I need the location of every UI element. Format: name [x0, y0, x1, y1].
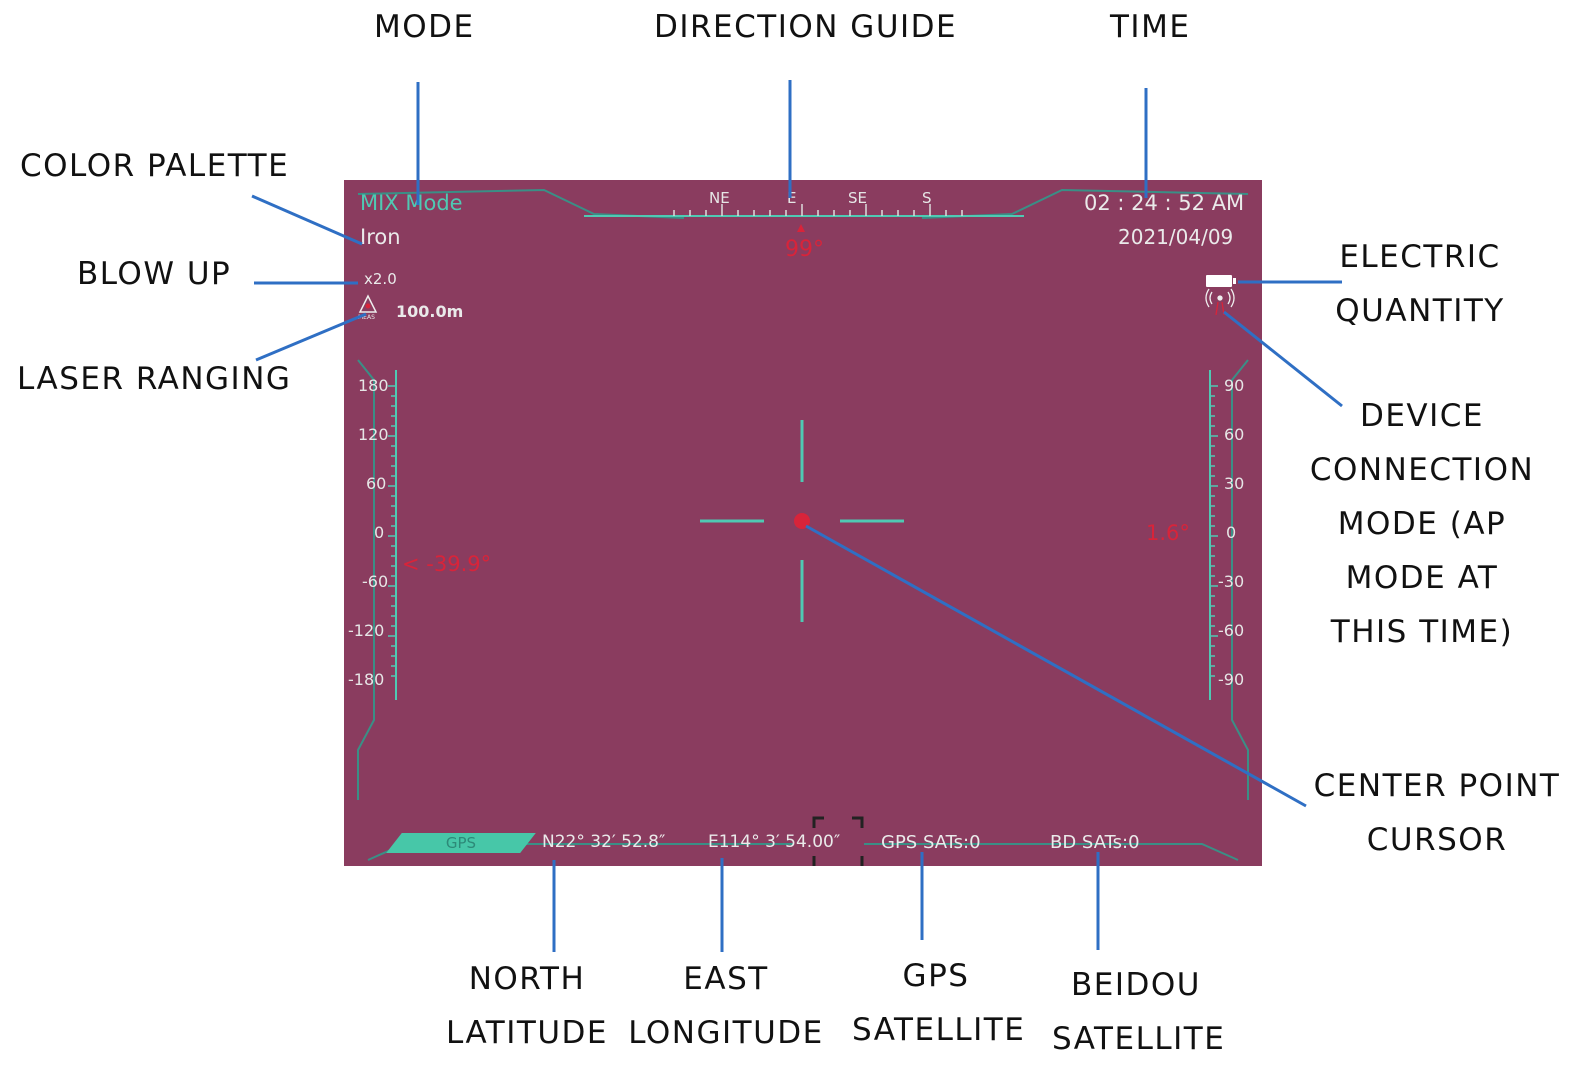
- right-scale: [1209, 370, 1218, 700]
- compass-ne: NE: [709, 189, 730, 207]
- laser-distance: 100.0m: [396, 302, 464, 321]
- heading-value: 99°: [785, 237, 824, 262]
- left-scale-label: 60: [366, 474, 387, 493]
- latitude-readout: N22° 32′ 52.8″: [542, 832, 666, 852]
- mode-label: MIX Mode: [360, 191, 463, 215]
- heading-marker-icon: [797, 224, 805, 232]
- callout-gps-satellite: GPS SATELLITE: [852, 958, 1026, 1048]
- right-scale-label: 30: [1224, 474, 1245, 493]
- hud-overlay: [357, 188, 1249, 866]
- center-dot: [794, 513, 810, 529]
- laser-ranging-icon: [358, 294, 378, 313]
- compass-e: E: [787, 189, 797, 207]
- compass-bar: [584, 204, 1024, 232]
- right-scale-label: 90: [1224, 376, 1245, 395]
- right-angle-readout: 1.6°: [1146, 521, 1190, 545]
- time-display: 02 : 24 : 52 AM: [1084, 191, 1245, 215]
- longitude-readout: E114° 3′ 54.00″: [708, 832, 841, 852]
- callout-blow-up: BLOW UP: [77, 256, 232, 292]
- left-angle-readout: < -39.9°: [402, 552, 492, 576]
- bd-sats-readout: BD SATs:0: [1050, 832, 1140, 853]
- wifi-ap-icon: [1205, 288, 1235, 316]
- callout-beidou-satellite: BEIDOU SATELLITE: [1052, 967, 1226, 1057]
- right-scale-label: 60: [1224, 425, 1245, 444]
- left-scale-label: 0: [374, 523, 385, 542]
- gps-sats-readout: GPS SATs:0: [881, 832, 981, 853]
- callout-laser-ranging: LASER RANGING: [17, 361, 292, 397]
- callout-center-point-cursor: CENTER POINT CURSOR: [1313, 768, 1561, 858]
- left-scale-label: 120: [358, 425, 389, 444]
- left-scale-label: -60: [362, 572, 389, 591]
- left-scale: [388, 370, 397, 700]
- callout-color-palette: COLOR PALETTE: [20, 148, 290, 184]
- thermal-screen: MIX Mode Iron x2.0 MEAS 100.0m 02 : 24 :…: [344, 180, 1262, 866]
- focus-bracket-icon: [812, 816, 864, 866]
- laser-badge: MEAS: [358, 314, 375, 321]
- left-scale-label: -180: [348, 670, 385, 689]
- callout-direction-guide: DIRECTION GUIDE: [654, 9, 958, 45]
- callout-device-connection-mode: DEVICE CONNECTION MODE (AP MODE AT THIS …: [1309, 398, 1535, 650]
- callout-north-latitude: NORTH LATITUDE: [446, 961, 608, 1051]
- right-scale-label: 0: [1226, 523, 1237, 542]
- right-scale-label: -90: [1218, 670, 1245, 689]
- palette-label: Iron: [360, 225, 401, 249]
- right-scale-label: -60: [1218, 621, 1245, 640]
- callout-time: TIME: [1110, 9, 1191, 45]
- compass-se: SE: [848, 189, 867, 207]
- callout-electric-quantity: ELECTRIC QUANTITY: [1335, 239, 1505, 329]
- right-scale-label: -30: [1218, 572, 1245, 591]
- battery-icon: [1206, 275, 1236, 287]
- zoom-label: x2.0: [364, 270, 397, 288]
- left-scale-label: 180: [358, 376, 389, 395]
- callout-mode: MODE: [374, 9, 475, 45]
- callout-east-longitude: EAST LONGITUDE: [628, 961, 824, 1051]
- compass-s: S: [922, 189, 932, 207]
- gps-tag: GPS: [386, 833, 536, 853]
- left-scale-label: -120: [348, 621, 385, 640]
- center-point-cursor: [700, 420, 904, 622]
- date-display: 2021/04/09: [1118, 225, 1234, 249]
